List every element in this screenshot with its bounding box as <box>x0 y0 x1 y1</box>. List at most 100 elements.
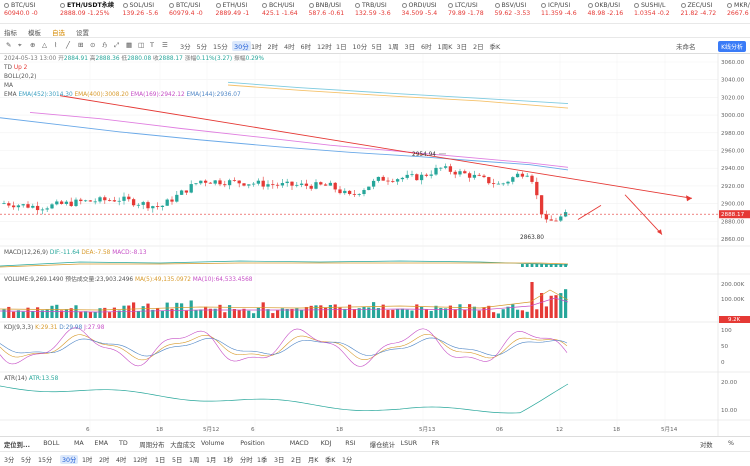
kdj-legend[interactable]: KDJ(9,3,3) K:29.31 D:29.98 J:27.98 <box>4 325 105 331</box>
indicator-toggle[interactable]: LSUR <box>400 440 418 447</box>
interval-button[interactable]: 1日 <box>155 457 166 464</box>
interval-button[interactable]: 3分 <box>4 457 15 464</box>
interval-button[interactable]: 1时 <box>82 457 93 464</box>
indicator-toggle[interactable]: MA <box>74 440 84 447</box>
ticker-item[interactable]: OKB/USI 48.98 -2.16 <box>587 2 623 18</box>
ticker-item[interactable]: BCH/USI 425.1 -1.64 <box>262 2 298 18</box>
timeframe-button[interactable]: 3日 <box>404 43 416 51</box>
interval-button[interactable]: 1月 <box>206 457 217 464</box>
indicator-toggle[interactable]: BOLL <box>43 440 60 447</box>
interval-button[interactable]: 1分 <box>342 457 353 464</box>
ticker-item[interactable]: MKR/US2667.6 -1.5 <box>727 2 750 18</box>
ticker-item[interactable]: BTC/USI 60979.4 -0 <box>169 2 203 18</box>
draw-tool-icon[interactable]: ✎ <box>6 41 12 49</box>
timeframe-button[interactable]: 2日 <box>473 43 484 51</box>
timeframe-button[interactable]: 1周 <box>388 43 399 51</box>
indicator-toggle[interactable]: 定位到... <box>4 442 31 449</box>
ticker-item[interactable]: BSV/USI 59.62 -3.53 <box>494 2 530 18</box>
interval-button[interactable]: 季K <box>325 457 336 464</box>
interval-button[interactable]: 1秒 <box>223 457 234 464</box>
timeframe-button[interactable]: 1周K <box>437 43 453 51</box>
ema-legend[interactable]: EMA EMA(452):3014.30 EMA(400):3008.20 EM… <box>4 92 241 98</box>
indicator-toggle[interactable]: 周期分布 <box>139 442 165 449</box>
indicator-toggle[interactable]: MACD <box>289 440 309 447</box>
draw-tool-icon[interactable]: ⊕ <box>30 41 36 49</box>
draw-tool-icon[interactable]: ⤢ <box>114 41 120 49</box>
atr-legend[interactable]: ATR(14) ATR:13.58 <box>4 376 59 382</box>
timeframe-button[interactable]: 15分 <box>213 43 228 51</box>
timeframe-button[interactable]: 30分 <box>232 41 251 51</box>
indicator-toggle[interactable]: TD <box>119 440 128 447</box>
draw-tool-icon[interactable]: ╱ <box>66 41 70 49</box>
macd-legend[interactable]: MACD(12,26,9) DIF:-11.64 DEA:-7.58 MACD:… <box>4 250 147 256</box>
timeframe-button[interactable]: 1日 <box>336 43 347 51</box>
timeframe-button[interactable]: 6时 <box>421 43 432 51</box>
interval-button[interactable]: 1周 <box>189 457 200 464</box>
timeframe-button[interactable]: 10分 <box>352 43 368 51</box>
ticker-item[interactable]: ZEC/USI 21.82 -4.72 <box>680 2 716 18</box>
indicator-toggle[interactable]: EMA <box>94 440 109 447</box>
indicator-toggle[interactable]: FR <box>431 440 440 447</box>
interval-button[interactable]: 5日 <box>172 457 183 464</box>
ticker-item[interactable]: ORDI/USI 34.509 -5.4 <box>401 2 437 18</box>
timeframe-button[interactable]: 3分 <box>180 43 191 51</box>
interval-button[interactable]: 30分 <box>60 455 79 464</box>
indicator-toggle[interactable]: Position <box>240 440 265 447</box>
timeframe-button[interactable]: 1时 <box>251 43 262 51</box>
timeframe-button[interactable]: 4时 <box>284 43 295 51</box>
timeframe-button[interactable]: 5分 <box>196 43 208 51</box>
timeframe-button[interactable]: 5日 <box>371 43 383 51</box>
boll-legend[interactable]: BOLL(20,2) <box>4 74 37 80</box>
interval-button[interactable]: 3日 <box>274 457 285 464</box>
interval-button[interactable]: 2日 <box>291 457 302 464</box>
toolbar-item[interactable]: 模板 <box>28 29 41 37</box>
ma-legend[interactable]: MA <box>4 83 13 89</box>
draw-tool-icon[interactable]: △ <box>42 41 47 49</box>
indicator-toggle[interactable]: Volume <box>201 440 225 447</box>
interval-button[interactable]: 1季 <box>257 457 268 464</box>
draw-tool-icon[interactable]: ◫ <box>138 41 145 49</box>
ticker-item[interactable]: ICP/USI 11.359 -4.6 <box>541 2 577 18</box>
indicator-toggle[interactable]: KDJ <box>320 440 332 447</box>
ticker-item[interactable]: BNB/USI 587.6 -0.61 <box>308 2 344 18</box>
interval-button[interactable]: 12时 <box>133 457 148 464</box>
timeframe-button[interactable]: 2时 <box>267 43 279 51</box>
draw-tool-icon[interactable]: ⌖ <box>18 41 22 49</box>
ticker-item[interactable]: SOL/USI 139.26 -5.6 <box>122 2 158 18</box>
interval-button[interactable]: 4时 <box>116 457 127 464</box>
draw-tool-icon[interactable]: ▦ <box>126 41 133 49</box>
interval-button[interactable]: 5分 <box>21 457 32 464</box>
timeframe-button[interactable]: 12时 <box>317 43 332 51</box>
axis-mode-toggle[interactable]: 对数 <box>700 442 713 449</box>
td-legend[interactable]: TD Up 2 <box>4 65 28 71</box>
timeframe-button[interactable]: 6时 <box>300 43 312 51</box>
toolbar-item[interactable]: 自选 <box>52 29 65 37</box>
ticker-item[interactable]: BTC/USI 60940.0 -0 <box>4 2 38 18</box>
axis-mode-toggle[interactable]: % <box>728 440 734 447</box>
draw-tool-icon[interactable]: ⊙ <box>90 41 96 49</box>
interval-button[interactable]: 分时 <box>240 457 253 464</box>
draw-tool-icon[interactable]: ⊞ <box>78 41 84 49</box>
indicator-toggle[interactable]: RSI <box>345 440 356 447</box>
draw-tool-icon[interactable]: ℌ <box>102 41 107 49</box>
toolbar-item[interactable]: 设置 <box>76 29 89 37</box>
toolbar-item[interactable]: 指标 <box>4 29 17 37</box>
volume-legend[interactable]: VOLUME:9,269.1490 预估成交量:23,903.2496 MA(5… <box>4 277 253 283</box>
ticker-item[interactable]: ETH/USDT永续 2888.09 -1.25% <box>60 2 114 18</box>
kline-analysis-button[interactable]: K线分析 <box>718 41 746 52</box>
draw-tool-icon[interactable]: ☰ <box>162 41 168 49</box>
ticker-item[interactable]: LTC/USI 79.89 -1.78 <box>448 2 484 18</box>
chart-area[interactable]: 3060.00 3040.00 3020.00 3000.00 2980.00 2960.… <box>0 54 750 436</box>
ticker-item[interactable]: TRB/USI 132.59 -3.6 <box>355 2 391 18</box>
timeframe-button[interactable]: 3日 <box>456 43 468 51</box>
ticker-item[interactable]: SUSHI/L 1.0354 -0.2 <box>634 2 670 18</box>
layout-name[interactable]: 未命名 <box>676 43 696 51</box>
interval-button[interactable]: 2时 <box>99 457 110 464</box>
indicator-toggle[interactable]: 爆仓统计 <box>369 442 395 449</box>
indicator-toggle[interactable]: 大盘成交 <box>170 442 196 449</box>
interval-button[interactable]: 15分 <box>38 457 53 464</box>
draw-tool-icon[interactable]: ⌇ <box>54 41 58 49</box>
draw-tool-icon[interactable]: T <box>150 41 154 49</box>
timeframe-button[interactable]: 季K <box>489 43 501 51</box>
ticker-item[interactable]: ETH/USI 2889.49 -1 <box>215 2 249 18</box>
